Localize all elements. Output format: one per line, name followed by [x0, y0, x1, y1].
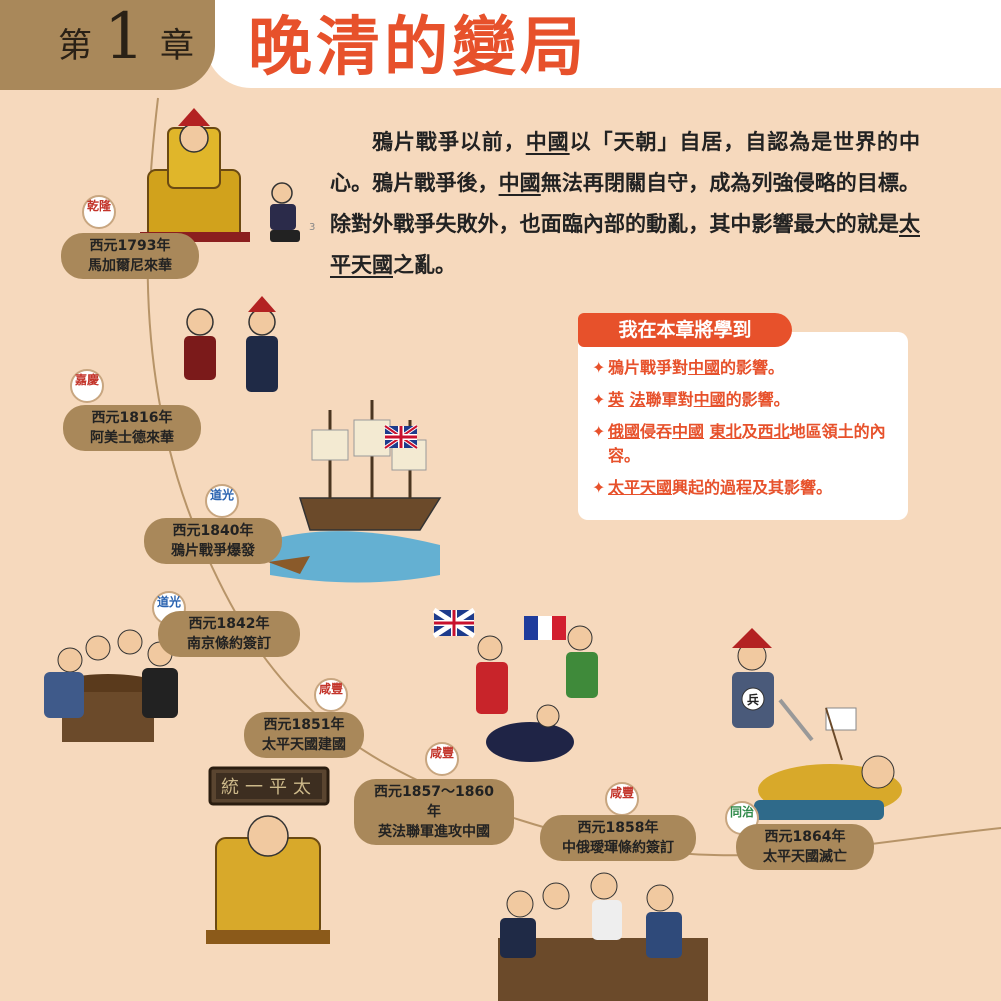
fallen-taiping-general-illustration	[754, 755, 902, 820]
proper-noun: 中國	[693, 390, 726, 409]
chapter-title: 晚清的變局	[248, 11, 588, 85]
chapter-word-prefix: 第	[58, 26, 92, 66]
event-1840: 西元1840年 鴉片戰爭爆發	[144, 518, 282, 564]
treaty-nanjing-illustration	[44, 629, 178, 742]
chapter-number: 1	[104, 0, 145, 74]
text-run: 地區領土的內容。	[608, 422, 886, 465]
era-seal-qianlong: 乾隆	[82, 195, 116, 229]
aigun-treaty-illustration	[498, 872, 708, 1001]
plaque-text: 統一平太	[221, 777, 317, 798]
era-seal-xianfeng-1: 咸豐	[314, 678, 348, 712]
event-1842: 西元1842年 南京條約簽訂	[158, 611, 300, 657]
text-run: 鴉片戰爭以前，	[372, 130, 526, 154]
text-run: 的影響。	[720, 358, 785, 377]
text-run: 以「天朝」自居，自認為是世界的中心。鴉片戰爭後，	[330, 130, 921, 195]
proper-noun: 西北	[757, 422, 790, 441]
text-run: 鴉片戰爭對	[608, 358, 689, 377]
learning-objectives-box	[578, 332, 908, 520]
proper-noun: 中國	[672, 422, 705, 441]
star-bullet-icon: ✦	[592, 478, 606, 497]
text-run: 之亂。	[393, 253, 456, 277]
kneeling-envoy-illustration	[270, 182, 300, 242]
footnote-mark: 3	[309, 222, 316, 233]
learning-objective-item: ✦ 鴉片戰爭對中國的影響。	[592, 356, 897, 380]
taiping-king-illustration	[206, 815, 330, 944]
text-run: 及	[741, 422, 758, 441]
anglo-french-forces-illustration	[432, 607, 598, 762]
proper-noun: 俄國	[608, 422, 641, 441]
learning-objectives-list: ✦ 鴉片戰爭對中國的影響。 ✦ 英 法聯軍對中國的影響。 ✦ 俄國侵吞中國 東北及西北地區…	[592, 356, 897, 508]
star-bullet-icon: ✦	[592, 358, 606, 377]
learning-objectives-header: 我在本章將學到	[578, 313, 792, 347]
event-1858: 西元1858年 中俄璦琿條約簽訂	[540, 815, 696, 861]
qing-soldier-illustration	[732, 628, 857, 761]
proper-noun: 太平天國	[608, 478, 673, 497]
text-run: 的影響。	[725, 390, 790, 409]
envoys-meeting-illustration	[184, 296, 278, 392]
event-1864: 西元1864年 太平天國滅亡	[736, 824, 874, 870]
text-run: 興起的過程及其影響。	[672, 478, 833, 497]
event-1816: 西元1816年 阿美士德來華	[63, 405, 201, 451]
soldier-badge-text: 兵	[747, 692, 759, 707]
text-run: 無法再閉關自守，成為列強侵略的目標。除對外戰爭失敗外，也面臨內部的動亂，其中影響…	[330, 171, 921, 236]
text-run: 侵吞	[640, 422, 673, 441]
proper-noun: 中國	[498, 171, 541, 195]
chapter-word-suffix: 章	[160, 26, 194, 66]
proper-noun: 太平天國	[330, 212, 920, 277]
proper-noun: 英	[608, 390, 625, 409]
taiping-plaque-illustration	[208, 766, 330, 806]
title-band	[205, 0, 1001, 88]
era-seal-xianfeng-3: 咸豐	[605, 782, 639, 816]
warship-illustration	[268, 400, 442, 583]
era-seal-xianfeng-2: 咸豐	[425, 742, 459, 776]
star-bullet-icon: ✦	[592, 422, 606, 441]
proper-noun: 中國	[688, 358, 721, 377]
learning-objective-item: ✦ 太平天國興起的過程及其影響。	[592, 476, 897, 500]
proper-noun: 中國	[525, 130, 570, 154]
chapter-tab: 第 1 章	[0, 0, 215, 90]
star-bullet-icon: ✦	[592, 390, 606, 409]
era-seal-jiaqing: 嘉慶	[70, 369, 104, 403]
era-seal-daoguang-1: 道光	[205, 484, 239, 518]
proper-noun: 東北	[709, 422, 742, 441]
event-1793: 西元1793年 馬加爾尼來華	[61, 233, 199, 279]
learning-objective-item: ✦ 英 法聯軍對中國的影響。	[592, 388, 897, 412]
proper-noun: 法	[629, 390, 646, 409]
text-run: 聯軍對	[645, 390, 694, 409]
event-1851: 西元1851年 太平天國建國	[244, 712, 364, 758]
event-1857-1860: 西元1857～1860年 英法聯軍進攻中國	[354, 779, 514, 845]
learning-objective-item: ✦ 俄國侵吞中國 東北及西北地區領土的內容。	[592, 420, 897, 468]
emperor-throne-illustration	[140, 108, 250, 242]
intro-paragraph: 鴉片戰爭以前，中國以「天朝」自居，自認為是世界的中心。鴉片戰爭後，中國無法再閉關…	[330, 122, 920, 286]
